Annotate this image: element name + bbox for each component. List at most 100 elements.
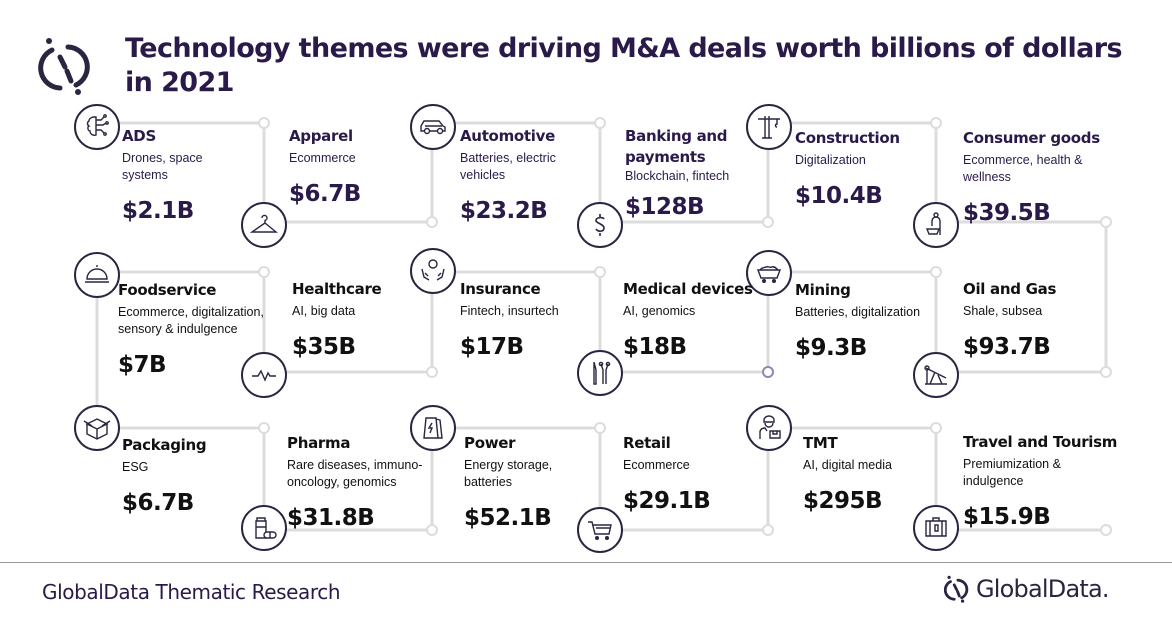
sector-name: Insurance (460, 280, 541, 298)
sector-themes: ESG (122, 460, 149, 474)
sector-card-mining: Mining Batteries, digitalization $9.3B (795, 280, 955, 363)
sector-value: $39.5B (963, 200, 1051, 226)
node-dot (594, 266, 606, 278)
sector-value: $6.7B (289, 181, 361, 207)
pill-bottle-icon (241, 505, 287, 551)
sector-value: $2.1B (122, 198, 194, 224)
sector-card-tmt: TMT AI, digital media $295B (803, 433, 963, 516)
sector-themes: Batteries, digitalization (795, 305, 921, 319)
sector-name: Medical devices (623, 280, 753, 298)
delivery-person-icon (746, 405, 792, 451)
node-dot (426, 524, 438, 536)
node-dot (1100, 524, 1112, 536)
node-dot (1100, 366, 1112, 378)
heartbeat-icon (241, 352, 287, 398)
node-dot (930, 422, 942, 434)
globaldata-logo-icon (944, 575, 969, 603)
footer-source: GlobalData Thematic Research (42, 580, 341, 604)
brand-name: GlobalData. (976, 575, 1110, 603)
node-dot (762, 524, 774, 536)
footer-brand: GlobalData. (944, 574, 1110, 604)
person-basket-icon (913, 202, 959, 248)
box-icon (74, 405, 120, 451)
node-dot-accent (762, 366, 774, 378)
sector-card-medical-devices: Medical devices AI, genomics $18B (623, 279, 783, 362)
page-title: Technology themes were driving M&A deals… (125, 33, 1123, 98)
sector-name: Automotive (460, 127, 555, 145)
sector-name: Mining (795, 281, 851, 299)
node-dot (258, 117, 270, 129)
node-dot (762, 216, 774, 228)
sector-value: $17B (460, 334, 524, 360)
node-dot (594, 422, 606, 434)
sector-card-packaging: Packaging ESG $6.7B (122, 435, 282, 518)
sector-card-power: Power Energy storage, batteries $52.1B (464, 433, 624, 533)
sector-card-retail: Retail Ecommerce $29.1B (623, 433, 783, 516)
sector-themes: Ecommerce, digitalization, sensory & ind… (118, 305, 264, 336)
sector-themes: Blockchain, fintech (625, 169, 730, 183)
sector-name: Banking and payments (625, 127, 728, 166)
sector-name: Packaging (122, 436, 207, 454)
car-icon (410, 104, 456, 150)
sector-themes: Ecommerce, health & wellness (963, 153, 1083, 184)
sector-themes: Shale, subsea (963, 304, 1043, 318)
sector-themes: AI, genomics (623, 304, 696, 318)
oil-pump-icon (913, 352, 959, 398)
sector-name: ADS (122, 127, 156, 145)
sector-name: Travel and Tourism (963, 433, 1118, 451)
sector-card-travel-tourism: Travel and Tourism Premiumization & indu… (963, 432, 1133, 532)
sector-value: $18B (623, 334, 687, 360)
sector-themes: Premiumization & indulgence (963, 457, 1061, 488)
sector-name: TMT (803, 434, 838, 452)
sector-name: Apparel (289, 127, 353, 145)
sector-name: Healthcare (292, 280, 382, 298)
node-dot (258, 422, 270, 434)
sector-name: Pharma (287, 434, 351, 452)
sector-card-foodservice: Foodservice Ecommerce, digitalization, s… (118, 280, 268, 380)
sector-themes: AI, big data (292, 304, 356, 318)
dollar-icon (577, 202, 623, 248)
sector-themes: Drones, space systems (122, 151, 203, 182)
sector-value: $7B (118, 352, 167, 378)
brain-circuit-icon (74, 104, 120, 150)
scalpel-scissors-icon (577, 350, 623, 396)
mine-cart-icon (746, 250, 792, 296)
sector-card-oil-gas: Oil and Gas Shale, subsea $93.7B (963, 279, 1123, 362)
sector-themes: Energy storage, batteries (464, 458, 553, 489)
sector-name: Power (464, 434, 516, 452)
sector-value: $9.3B (795, 335, 867, 361)
sector-name: Construction (795, 129, 900, 147)
sector-name: Foodservice (118, 281, 217, 299)
node-dot (426, 366, 438, 378)
sector-name: Oil and Gas (963, 280, 1057, 298)
globaldata-logo-icon (38, 36, 94, 96)
sector-value: $52.1B (464, 505, 552, 531)
footer-divider (0, 562, 1172, 563)
sector-value: $31.8B (287, 505, 375, 531)
sector-card-insurance: Insurance Fintech, insurtech $17B (460, 279, 620, 362)
crane-icon (746, 104, 792, 150)
sector-themes: Rare diseases, immuno-oncology, genomics (287, 458, 423, 489)
node-dot (426, 216, 438, 228)
node-dot (930, 117, 942, 129)
sector-themes: Ecommerce (289, 151, 356, 165)
node-dot (594, 117, 606, 129)
hands-coin-icon (410, 248, 456, 294)
power-plant-icon (410, 405, 456, 451)
sector-themes: AI, digital media (803, 458, 892, 472)
sector-value: $23.2B (460, 198, 548, 224)
sector-name: Retail (623, 434, 671, 452)
sector-card-consumer-goods: Consumer goods Ecommerce, health & welln… (963, 128, 1113, 228)
node-dot (258, 266, 270, 278)
node-dot (1100, 216, 1112, 228)
sector-card-automotive: Automotive Batteries, electric vehicles … (460, 126, 620, 226)
sector-value: $93.7B (963, 334, 1051, 360)
sector-card-ads: ADS Drones, space systems $2.1B (122, 126, 282, 226)
sector-themes: Batteries, electric vehicles (460, 151, 556, 182)
sector-value: $295B (803, 488, 883, 514)
cloche-icon (74, 252, 120, 298)
sector-value: $15.9B (963, 504, 1051, 530)
sector-value: $29.1B (623, 488, 711, 514)
sector-card-construction: Construction Digitalization $10.4B (795, 128, 955, 211)
sector-themes: Digitalization (795, 153, 866, 167)
